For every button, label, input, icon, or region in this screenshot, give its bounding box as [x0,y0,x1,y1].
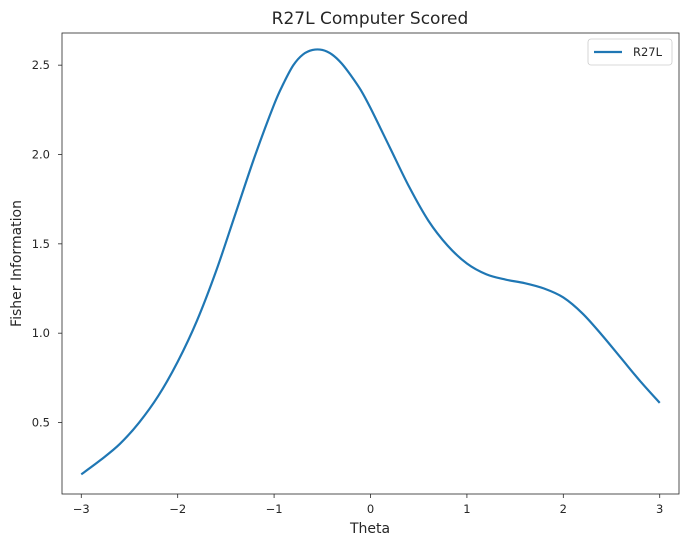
y-tick-label: 1.0 [32,326,50,340]
x-tick-label: 2 [560,502,567,516]
y-tick-label: 2.0 [32,148,50,162]
x-axis-ticks: −3 −2 −1 0 1 2 3 [73,494,663,516]
x-tick-label: 1 [463,502,470,516]
x-tick-label: −2 [169,502,186,516]
chart-title: R27L Computer Scored [272,9,469,29]
y-tick-label: 1.5 [32,237,50,251]
series-line-r27l [80,48,661,476]
plot-area [61,32,680,495]
legend-box [587,38,673,66]
y-axis-label: Fisher Information [9,200,25,327]
x-tick-label: −1 [266,502,283,516]
legend-label-r27l: R27L [633,45,663,59]
y-tick-label: 0.5 [32,416,50,430]
legend: R27L [587,38,673,66]
series-layer [80,48,661,476]
x-tick-label: −3 [73,502,90,516]
y-axis-ticks: 0.5 1.0 1.5 2.0 2.5 [32,58,62,430]
x-tick-label: 3 [656,502,663,516]
x-axis-label: Theta [349,521,390,537]
x-tick-label: 0 [367,502,374,516]
y-tick-label: 2.5 [32,58,50,72]
